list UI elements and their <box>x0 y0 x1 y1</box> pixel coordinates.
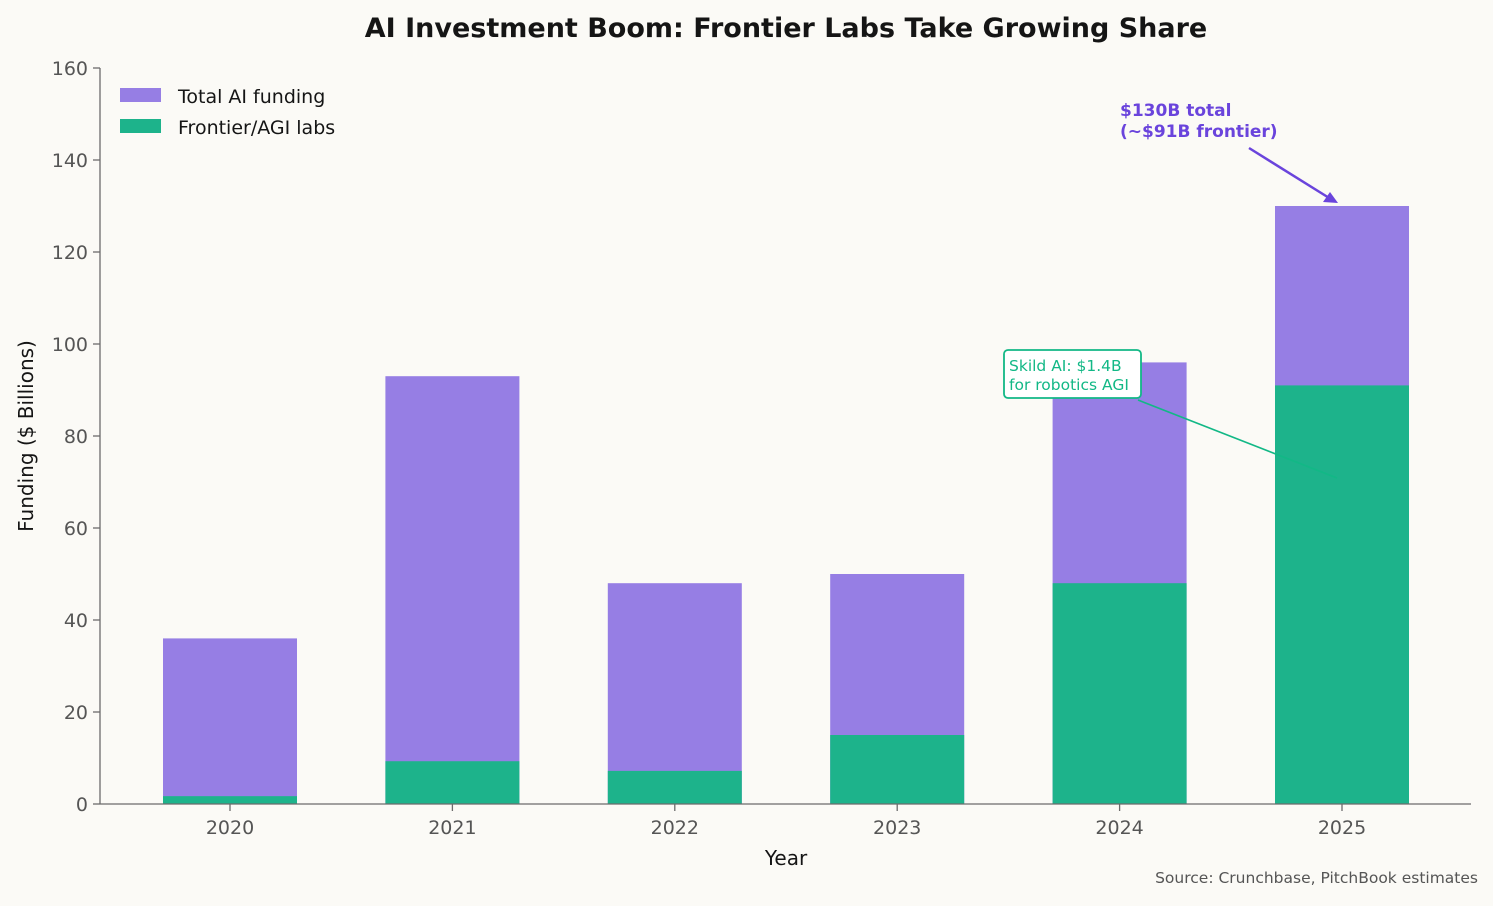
legend-label-total: Total AI funding <box>177 86 325 108</box>
y-tick-label: 160 <box>52 58 88 80</box>
y-ticks: 0 20 40 60 80 100 120 140 160 <box>52 58 100 816</box>
y-tick-label: 60 <box>64 518 88 540</box>
y-tick-label: 140 <box>52 150 88 172</box>
bar-frontier-2021 <box>385 761 520 804</box>
y-tick-label: 20 <box>64 702 88 724</box>
bar-frontier-2025 <box>1275 385 1409 804</box>
y-tick-label: 40 <box>64 610 88 632</box>
annotation-total-line2: (~$91B frontier) <box>1120 122 1278 142</box>
y-tick-label: 80 <box>64 426 88 448</box>
x-tick-label: 2021 <box>428 817 476 839</box>
annotation-skild-line <box>1137 399 1338 479</box>
bar-frontier-2024 <box>1052 583 1187 804</box>
bar-frontier-2022 <box>607 770 742 804</box>
annotation-total: $130B total (~$91B frontier) <box>1120 101 1338 203</box>
y-tick-label: 120 <box>52 242 88 264</box>
x-ticks: 2020 2021 2022 2023 2024 2025 <box>206 804 1366 839</box>
bars <box>163 206 1409 804</box>
annotation-skild: Skild AI: $1.4B for robotics AGI <box>1003 349 1338 479</box>
legend-swatch-frontier <box>120 119 161 133</box>
bar-total-2021 <box>385 376 520 804</box>
annotation-total-arrowhead <box>1323 192 1338 203</box>
annotation-total-line1: $130B total <box>1120 101 1231 121</box>
x-tick-label: 2024 <box>1095 817 1143 839</box>
source-note: Source: Crunchbase, PitchBook estimates <box>1155 869 1478 887</box>
bar-frontier-2023 <box>830 735 965 804</box>
annotation-skild-line1: Skild AI: $1.4B <box>1009 357 1122 375</box>
x-tick-label: 2023 <box>873 817 921 839</box>
chart-title: AI Investment Boom: Frontier Labs Take G… <box>365 13 1207 44</box>
legend-swatch-total <box>120 88 161 102</box>
legend-label-frontier: Frontier/AGI labs <box>178 117 335 139</box>
annotation-skild-line2: for robotics AGI <box>1009 376 1129 394</box>
x-axis-label: Year <box>764 846 808 870</box>
bar-total-2022 <box>607 583 742 804</box>
bar-total-2020 <box>163 638 297 804</box>
annotation-skild-box <box>1003 349 1142 399</box>
y-tick-label: 0 <box>76 794 88 816</box>
x-tick-label: 2020 <box>206 817 254 839</box>
y-axis-label: Funding ($ Billions) <box>14 340 38 532</box>
x-tick-label: 2022 <box>651 817 699 839</box>
bar-frontier-2020 <box>163 796 297 804</box>
y-tick-label: 100 <box>52 334 88 356</box>
x-tick-label: 2025 <box>1318 817 1366 839</box>
legend: Total AI funding Frontier/AGI labs <box>120 86 335 139</box>
annotation-total-arrow <box>1248 146 1335 203</box>
